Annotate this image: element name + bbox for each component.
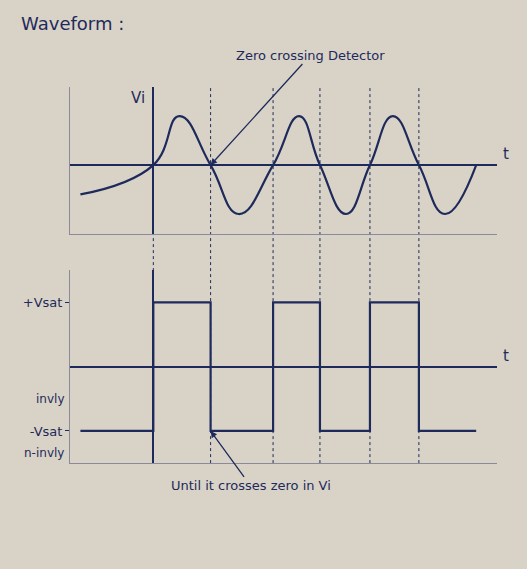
svg-text:Until it crosses zero in Vi: Until it crosses zero in Vi [171,478,331,493]
svg-text:n-invly: n-invly [24,446,64,460]
svg-text:-Vsat: -Vsat [30,424,63,439]
svg-text:t: t [503,145,509,163]
svg-text:t: t [503,347,509,365]
svg-text:Waveform :: Waveform : [21,13,124,34]
svg-text:Zero crossing Detector: Zero crossing Detector [236,48,385,63]
svg-text:invly: invly [36,392,64,406]
svg-text:+Vsat: +Vsat [23,295,63,310]
svg-text:Vi: Vi [131,89,145,107]
